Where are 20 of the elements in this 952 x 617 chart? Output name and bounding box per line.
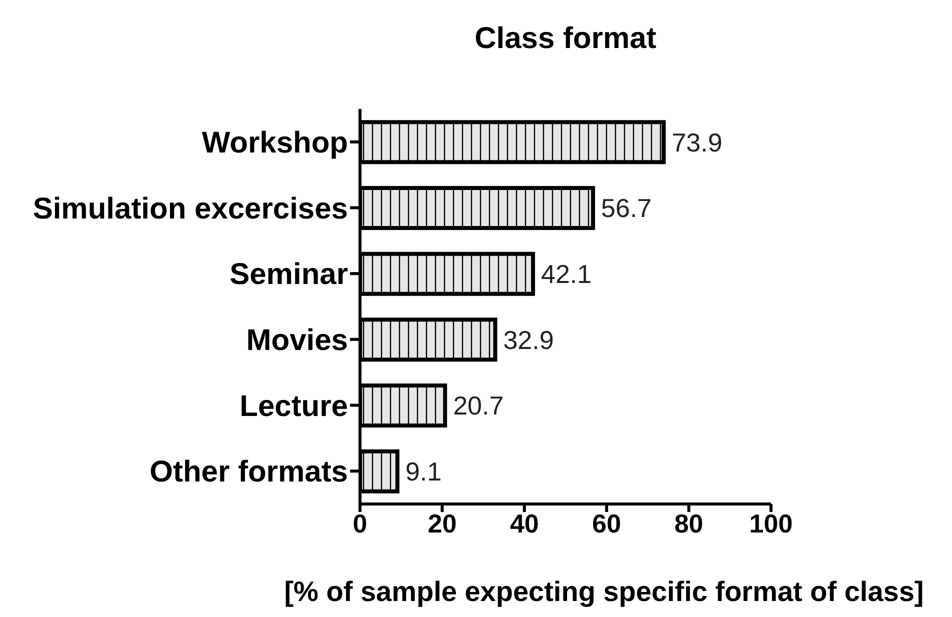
x-tick-label: 40 xyxy=(510,508,539,538)
x-tick-label: 80 xyxy=(674,508,704,538)
y-tick-label: Movies xyxy=(246,324,348,358)
x-tick-label: 20 xyxy=(428,508,457,538)
data-label: 56.7 xyxy=(601,193,652,224)
x-tick-label: 60 xyxy=(592,508,622,538)
data-label: 42.1 xyxy=(541,259,592,290)
y-tick-label: Workshop xyxy=(202,126,348,160)
y-tick-label: Simulation excercises xyxy=(32,192,348,226)
x-tick-label: 100 xyxy=(749,508,793,538)
data-label: 20.7 xyxy=(453,390,504,421)
x-tick-label: 0 xyxy=(352,508,368,538)
x-axis-title: [% of sample expecting specific format of class] xyxy=(283,576,925,608)
y-tick-label: Seminar xyxy=(230,258,348,292)
data-label: 9.1 xyxy=(405,456,442,487)
data-label: 73.9 xyxy=(672,127,722,158)
y-tick-label: Lecture xyxy=(240,390,348,423)
chart-title: Class format xyxy=(474,22,658,56)
data-label: 32.9 xyxy=(503,324,554,355)
y-tick-label: Other formats xyxy=(150,456,348,489)
